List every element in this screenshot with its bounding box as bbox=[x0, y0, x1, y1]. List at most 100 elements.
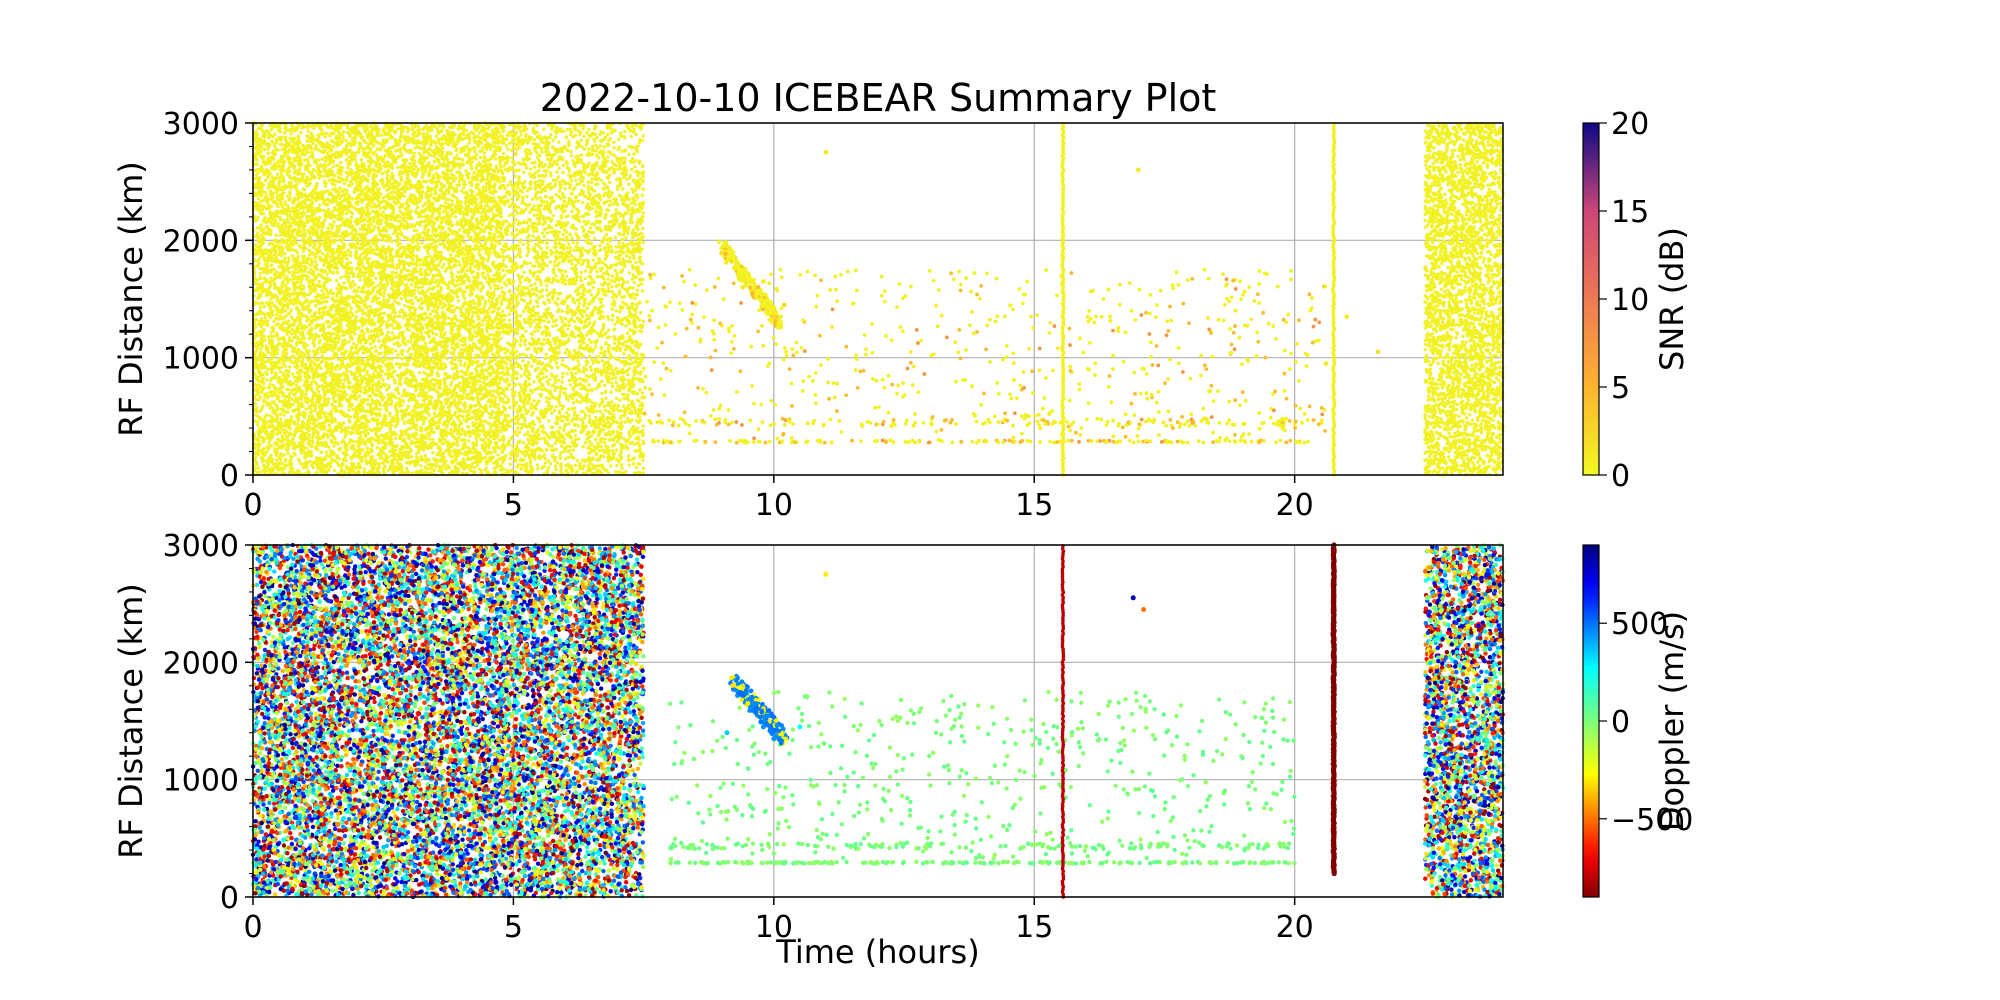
top-point bbox=[509, 463, 512, 466]
top-point bbox=[289, 132, 292, 135]
top-point bbox=[641, 227, 644, 230]
top-point bbox=[492, 196, 495, 199]
top-point bbox=[598, 449, 601, 452]
top-point bbox=[633, 281, 636, 284]
top-point bbox=[304, 407, 307, 410]
top-point bbox=[557, 175, 560, 178]
top-point bbox=[454, 254, 457, 257]
top-point bbox=[286, 306, 289, 309]
top-point bbox=[569, 445, 572, 448]
figure-title: 2022-10-10 ICEBEAR Summary Plot bbox=[540, 76, 1217, 120]
top-point bbox=[330, 403, 333, 406]
top-point bbox=[524, 208, 527, 211]
top-point bbox=[508, 319, 511, 322]
top-point bbox=[394, 437, 397, 440]
top-point bbox=[509, 363, 512, 366]
top-point bbox=[523, 318, 526, 321]
top-point bbox=[267, 133, 270, 136]
top-point bbox=[592, 430, 595, 433]
top-point bbox=[572, 449, 575, 452]
top-point bbox=[502, 130, 505, 133]
top-point bbox=[586, 180, 589, 183]
top-point bbox=[571, 223, 574, 226]
top-point bbox=[308, 349, 311, 352]
top-point bbox=[528, 373, 531, 376]
top-point bbox=[343, 390, 346, 393]
top-point bbox=[481, 323, 484, 326]
top-point bbox=[595, 409, 598, 412]
top-point bbox=[506, 148, 509, 151]
top-point bbox=[332, 145, 335, 148]
top-point bbox=[400, 357, 403, 360]
top-point bbox=[576, 359, 579, 362]
top-point bbox=[545, 353, 548, 356]
top-point bbox=[471, 315, 474, 318]
top-point bbox=[623, 130, 626, 133]
top-point bbox=[534, 326, 537, 329]
top-point bbox=[527, 361, 530, 364]
top-point bbox=[458, 263, 461, 266]
top-point bbox=[533, 165, 536, 168]
top-point bbox=[493, 284, 496, 287]
top-point bbox=[540, 150, 543, 153]
top-point bbox=[295, 383, 298, 386]
top-point bbox=[609, 199, 612, 202]
top-point bbox=[642, 320, 645, 323]
top-point bbox=[600, 392, 603, 395]
top-point bbox=[520, 374, 523, 377]
top-point bbox=[506, 348, 509, 351]
top-point bbox=[270, 264, 273, 267]
top-point bbox=[370, 346, 373, 349]
top-point bbox=[548, 378, 551, 381]
top-point bbox=[628, 256, 631, 259]
top-point bbox=[468, 181, 471, 184]
top-point bbox=[519, 339, 522, 342]
top-point bbox=[258, 330, 261, 333]
top-point bbox=[328, 179, 331, 182]
top-point bbox=[428, 437, 431, 440]
top-point bbox=[321, 197, 324, 200]
top-point bbox=[624, 420, 627, 423]
top-point bbox=[396, 353, 399, 356]
top-point bbox=[595, 453, 598, 456]
top-point bbox=[578, 178, 581, 181]
top-point bbox=[625, 178, 628, 181]
top-point bbox=[610, 400, 613, 403]
top-point bbox=[420, 331, 423, 334]
top-point bbox=[639, 451, 642, 454]
top-point bbox=[519, 255, 522, 258]
top-point bbox=[454, 215, 457, 218]
top-point bbox=[485, 330, 488, 333]
top-point bbox=[512, 407, 515, 410]
top-point bbox=[508, 282, 511, 285]
top-point bbox=[451, 367, 454, 370]
top-point bbox=[582, 220, 585, 223]
top-point bbox=[614, 251, 617, 254]
top-point bbox=[314, 260, 317, 263]
top-point bbox=[574, 179, 577, 182]
top-point bbox=[412, 167, 415, 170]
top-point bbox=[414, 296, 417, 299]
top-point bbox=[574, 372, 577, 375]
top-point bbox=[547, 404, 550, 407]
top-point bbox=[588, 414, 591, 417]
top-point bbox=[554, 468, 557, 471]
top-point bbox=[572, 249, 575, 252]
top-point bbox=[373, 225, 376, 228]
top-point bbox=[635, 466, 638, 469]
top-point bbox=[379, 134, 382, 137]
top-point bbox=[586, 185, 589, 188]
top-point bbox=[558, 230, 561, 233]
top-point bbox=[594, 143, 597, 146]
top-point bbox=[335, 279, 338, 282]
top-point bbox=[419, 464, 422, 467]
top-point bbox=[609, 391, 612, 394]
top-point bbox=[525, 354, 528, 357]
top-point bbox=[627, 183, 630, 186]
top-point bbox=[577, 437, 580, 440]
top-point bbox=[626, 373, 629, 376]
top-point bbox=[603, 437, 606, 440]
top-point bbox=[558, 189, 561, 192]
top-point bbox=[395, 275, 398, 278]
top-point bbox=[393, 370, 396, 373]
